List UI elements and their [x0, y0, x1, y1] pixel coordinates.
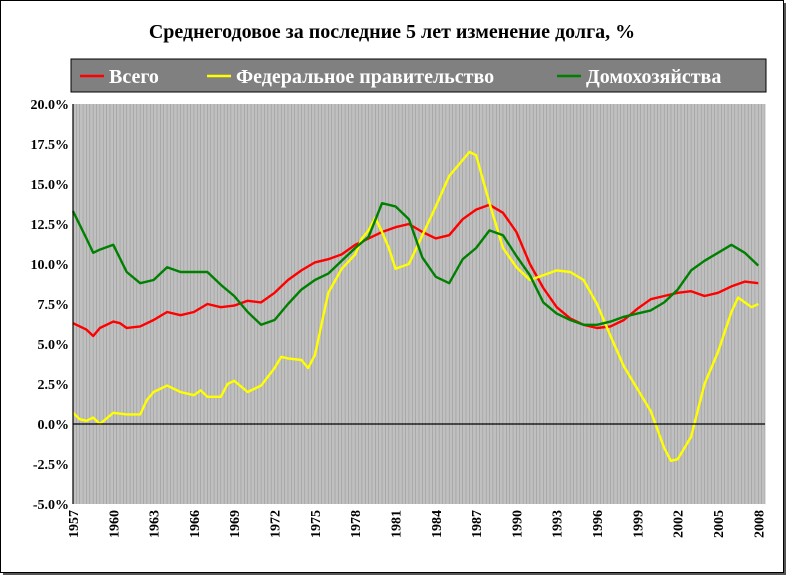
y-tick-label: 7.5%: [38, 298, 70, 313]
y-tick-label: 2.5%: [38, 378, 70, 393]
series-line: [72, 203, 759, 338]
x-tick-label: 1963: [148, 510, 163, 538]
series-layer: [71, 150, 760, 462]
x-tick-label: 1993: [551, 510, 566, 538]
x-tick-label: 1969: [228, 510, 243, 538]
legend-label: Всего: [109, 66, 159, 88]
legend-label: Федеральное правительство: [236, 66, 494, 88]
x-tick-label: 1987: [470, 510, 485, 538]
y-tick-label: 10.0%: [31, 258, 70, 273]
legend-box: [70, 58, 767, 93]
series-line: [71, 202, 760, 326]
x-tick-label: 1996: [591, 510, 606, 538]
x-tick-label: 1999: [631, 510, 646, 538]
y-tick-label: 17.5%: [31, 138, 70, 153]
legend-label: Домохозяйства: [586, 66, 721, 88]
x-tick-label: 1972: [269, 510, 284, 538]
x-tick-label: 1966: [188, 510, 203, 538]
x-tick-label: 1960: [107, 510, 122, 538]
legend: Всего Федеральное правительство Домохозяйс…: [70, 58, 767, 93]
x-tick-label: 2008: [752, 510, 767, 538]
y-axis-ticks: -5.0% -2.5% 0.0% 2.5% 5.0% 7.5% 10.0% 12.5% 15.0…: [31, 98, 70, 513]
x-tick-label: 1981: [389, 510, 404, 538]
chart-title: Среднегодовое за последние 5 лет изменен…: [149, 21, 635, 43]
plot-area: [71, 104, 766, 504]
x-tick-label: 1957: [67, 510, 82, 538]
x-tick-label: 1975: [309, 510, 324, 538]
y-tick-label: -2.5%: [33, 458, 69, 473]
y-tick-label: -5.0%: [33, 498, 69, 513]
x-tick-label: 2005: [712, 510, 727, 538]
y-tick-label: 20.0%: [31, 98, 70, 113]
y-tick-label: 5.0%: [38, 338, 70, 353]
y-tick-label: 0.0%: [38, 418, 70, 433]
x-tick-label: 2002: [672, 510, 687, 538]
y-tick-label: 15.0%: [31, 178, 70, 193]
series-line: [72, 150, 759, 462]
y-tick-label: 12.5%: [31, 218, 70, 233]
x-axis-ticks: 1957 1960 1963 1966 1969 1972 1975 1978 1981 1984…: [67, 510, 767, 538]
vertical-grid: [72, 104, 766, 504]
x-tick-label: 1984: [430, 510, 445, 538]
x-tick-label: 1978: [349, 510, 364, 538]
x-tick-label: 1990: [510, 510, 525, 538]
